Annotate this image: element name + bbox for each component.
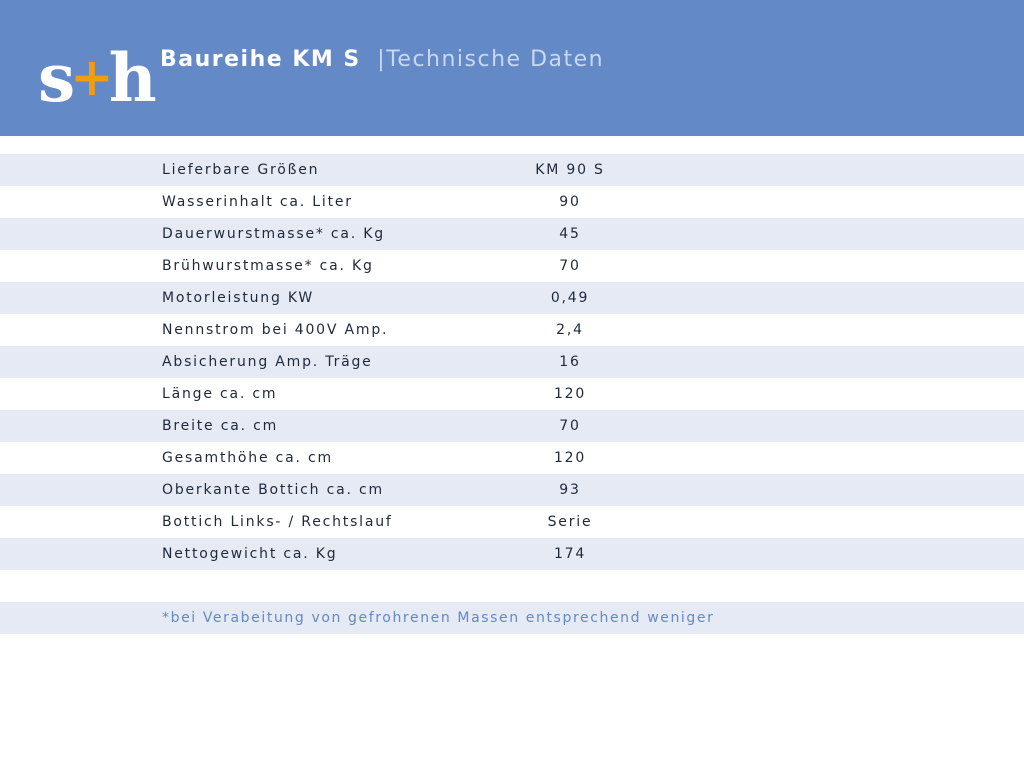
section-subtitle: Technische Daten bbox=[386, 47, 605, 72]
table-row: Absicherung Amp. Träge 16 bbox=[0, 346, 1024, 378]
row-label: Bottich Links- / Rechtslauf bbox=[162, 514, 393, 530]
footnote-text: *bei Verabeitung von gefrohrenen Massen … bbox=[162, 610, 715, 626]
row-label: Gesamthöhe ca. cm bbox=[162, 450, 333, 466]
table-row: Breite ca. cm 70 bbox=[0, 410, 1024, 442]
row-label: Breite ca. cm bbox=[162, 418, 279, 434]
table-row: Motorleistung KW 0,49 bbox=[0, 282, 1024, 314]
title-separator: | bbox=[377, 47, 387, 72]
row-label: Lieferbare Größen bbox=[162, 162, 320, 178]
logo-letter-h: h bbox=[108, 39, 157, 117]
row-label: Nettogewicht ca. Kg bbox=[162, 546, 338, 562]
row-value: 120 bbox=[553, 386, 587, 402]
table-row: Nettogewicht ca. Kg 174 bbox=[0, 538, 1024, 570]
spec-table: Lieferbare Größen KM 90 S Wasserinhalt c… bbox=[0, 154, 1024, 570]
table-row: Lieferbare Größen KM 90 S bbox=[0, 154, 1024, 186]
row-value: 174 bbox=[553, 546, 587, 562]
row-value: 2,4 bbox=[556, 322, 584, 338]
table-row: Brühwurstmasse* ca. Kg 70 bbox=[0, 250, 1024, 282]
row-value: 93 bbox=[559, 482, 581, 498]
row-value: KM 90 S bbox=[535, 162, 605, 178]
row-value: 90 bbox=[559, 194, 581, 210]
row-label: Brühwurstmasse* ca. Kg bbox=[162, 258, 374, 274]
row-label: Oberkante Bottich ca. cm bbox=[162, 482, 384, 498]
row-value: 70 bbox=[559, 418, 581, 434]
row-label: Motorleistung KW bbox=[162, 290, 315, 306]
table-row: Oberkante Bottich ca. cm 93 bbox=[0, 474, 1024, 506]
page-title: Baureihe KM S |Technische Daten bbox=[160, 44, 604, 76]
row-value: 0,49 bbox=[550, 290, 590, 306]
logo-letter-s: s bbox=[38, 39, 75, 117]
table-row: Dauerwurstmasse* ca. Kg 45 bbox=[0, 218, 1024, 250]
row-label: Länge ca. cm bbox=[162, 386, 278, 402]
row-value: 120 bbox=[553, 450, 587, 466]
logo-plus: + bbox=[70, 47, 114, 108]
table-row: Gesamthöhe ca. cm 120 bbox=[0, 442, 1024, 474]
table-row: Nennstrom bei 400V Amp. 2,4 bbox=[0, 314, 1024, 346]
brand-logo: s+h bbox=[38, 39, 157, 117]
row-label: Wasserinhalt ca. Liter bbox=[162, 194, 353, 210]
table-row: Länge ca. cm 120 bbox=[0, 378, 1024, 410]
row-value: 16 bbox=[559, 354, 581, 370]
row-value: Serie bbox=[547, 514, 593, 530]
series-title: Baureihe KM S bbox=[160, 47, 361, 72]
row-label: Absicherung Amp. Träge bbox=[162, 354, 373, 370]
header-banner: s+h Baureihe KM S |Technische Daten bbox=[0, 0, 1024, 136]
table-row: Bottich Links- / Rechtslauf Serie bbox=[0, 506, 1024, 538]
table-row: Wasserinhalt ca. Liter 90 bbox=[0, 186, 1024, 218]
row-label: Nennstrom bei 400V Amp. bbox=[162, 322, 389, 338]
row-label: Dauerwurstmasse* ca. Kg bbox=[162, 226, 385, 242]
row-value: 70 bbox=[559, 258, 581, 274]
row-value: 45 bbox=[559, 226, 581, 242]
footnote-bar: *bei Verabeitung von gefrohrenen Massen … bbox=[0, 602, 1024, 634]
